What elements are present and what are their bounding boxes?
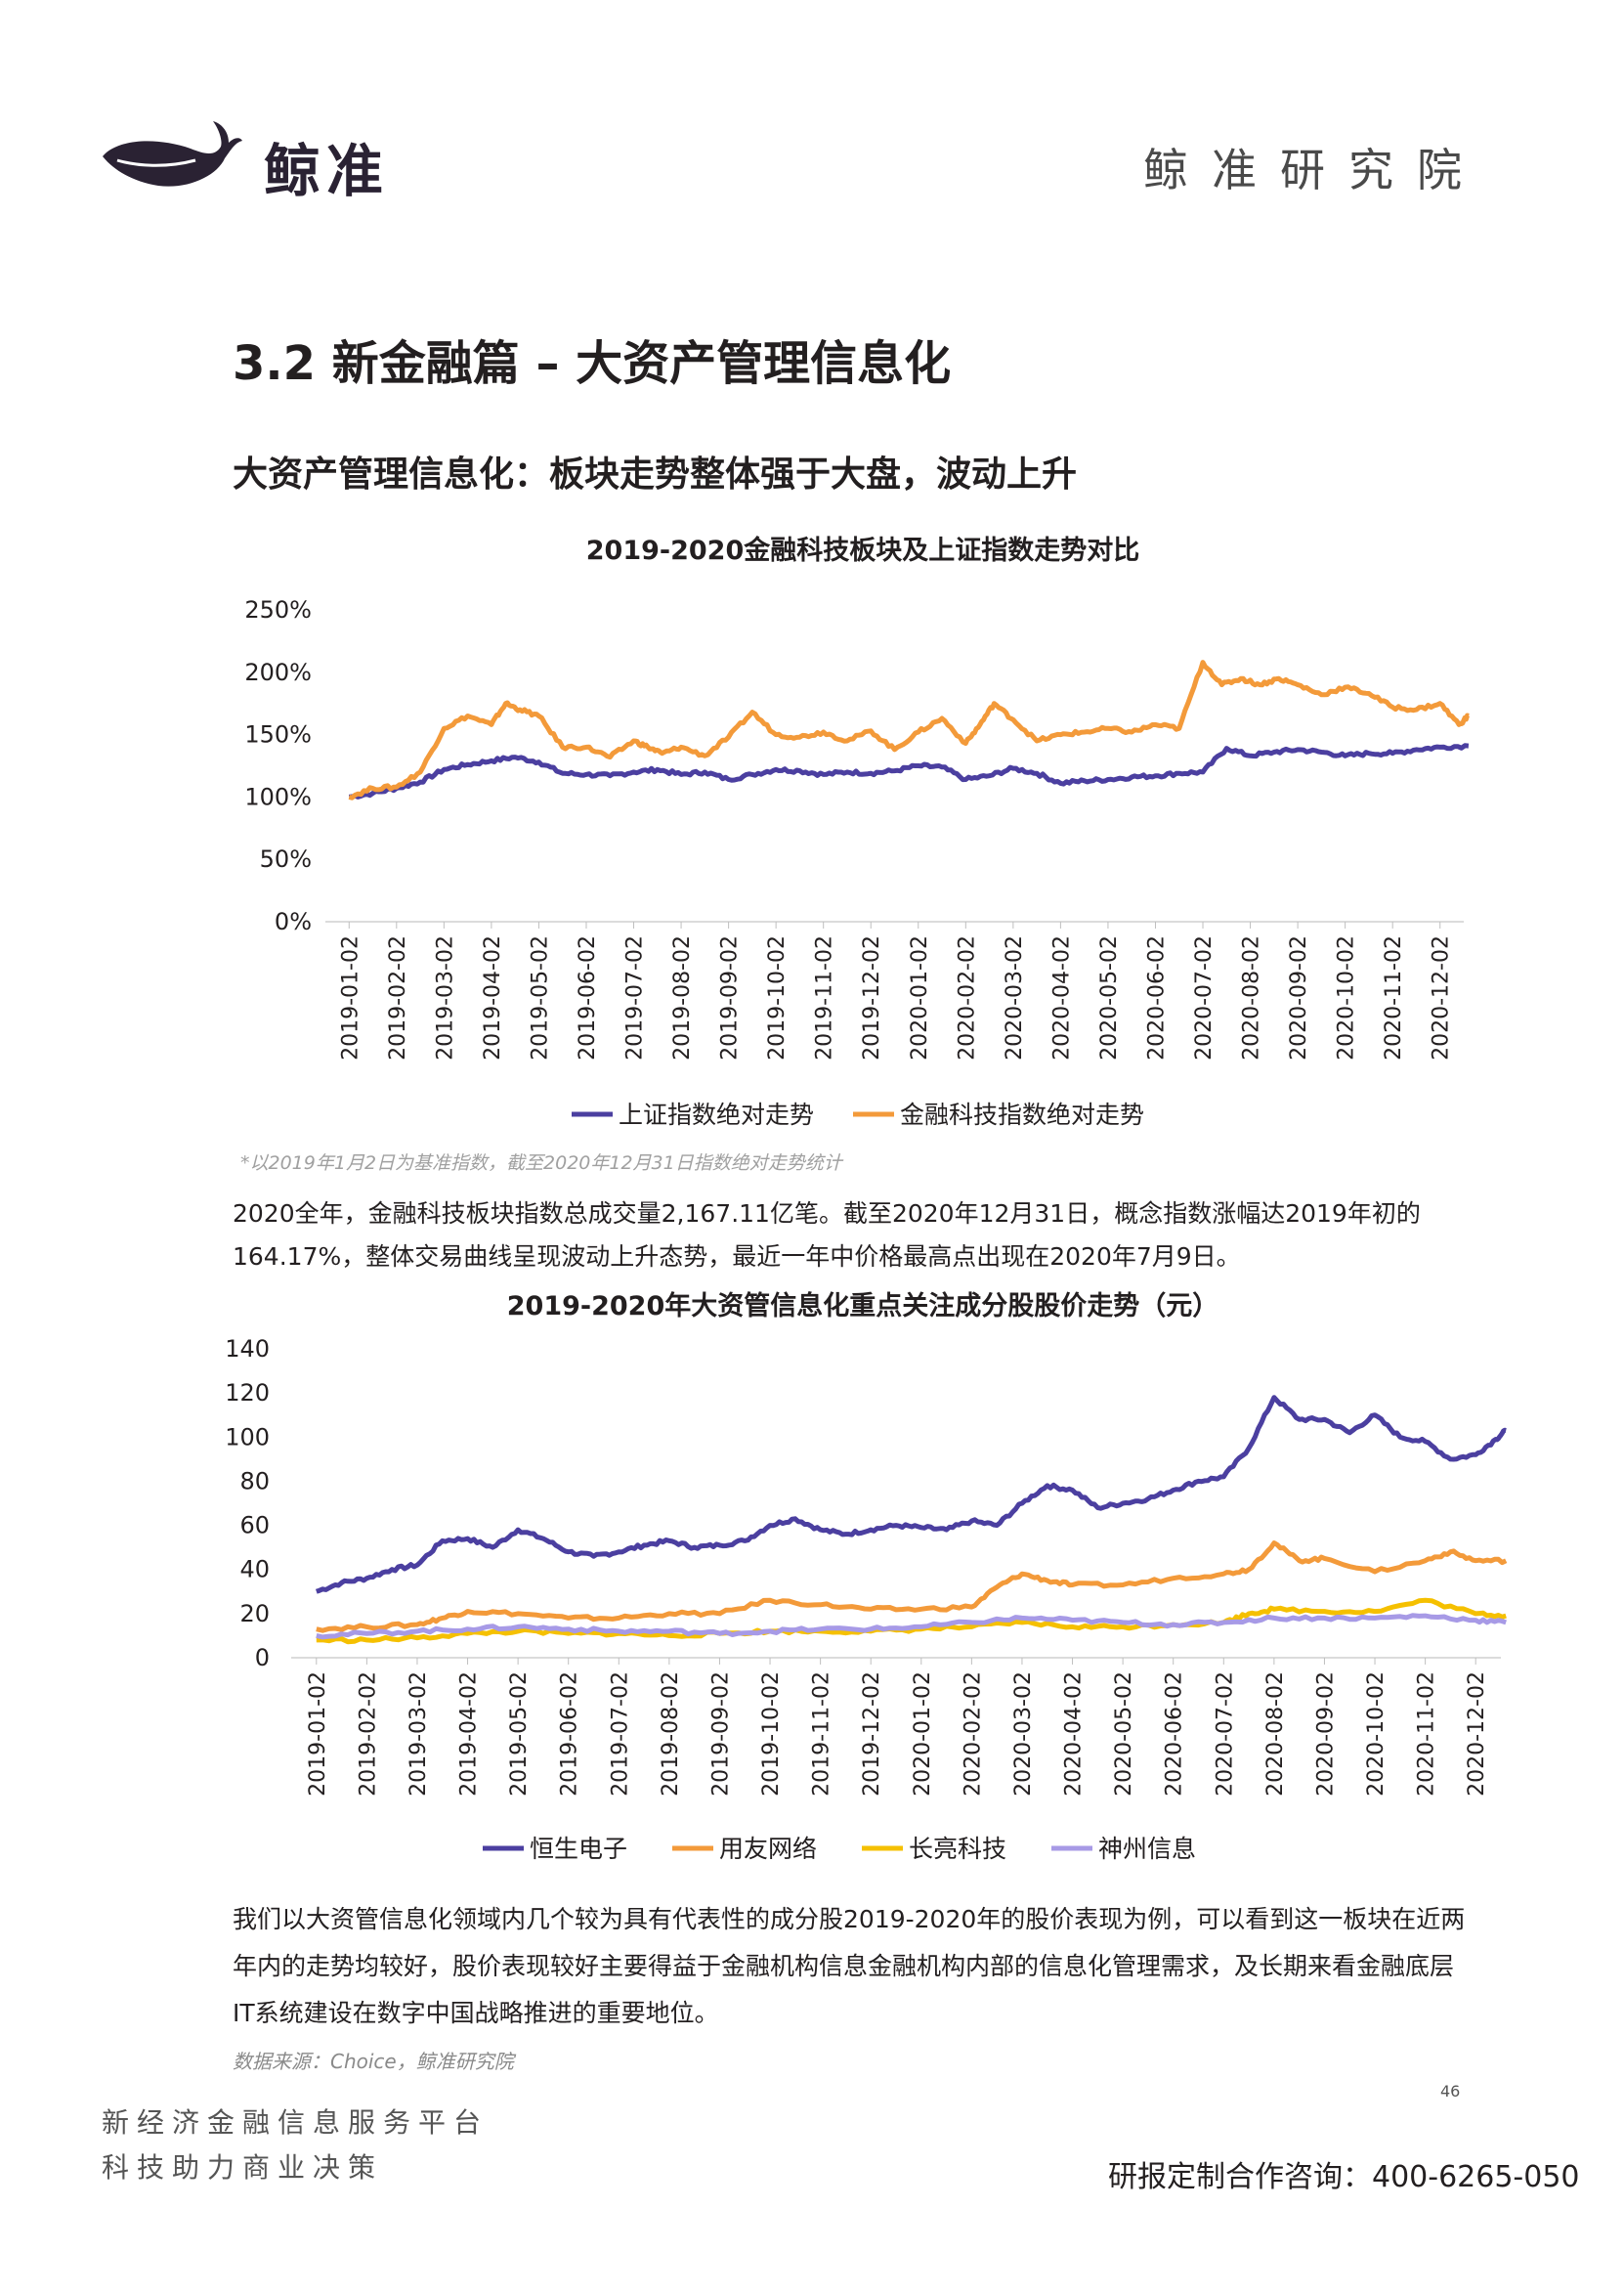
x-tick-label: 2019-06-02 <box>576 935 600 1061</box>
y-tick-label: 80 <box>239 1467 270 1494</box>
y-tick-label: 120 <box>225 1379 270 1407</box>
header-org-name: 鲸准研究院 <box>1143 144 1485 196</box>
x-tick-label: 2019-01-02 <box>338 935 363 1061</box>
x-tick-label: 2020-12-02 <box>1430 935 1454 1061</box>
series-line <box>348 743 1470 800</box>
x-tick-label: 2019-09-02 <box>718 935 743 1061</box>
page-number: 46 <box>1440 2082 1461 2100</box>
section-title: 3.2 新金融篇 – 大资产管理信息化 <box>233 336 952 391</box>
x-tick-label: 2020-10-02 <box>1335 935 1359 1061</box>
footer-slogan-line-1: 新经济金融信息服务平台 <box>102 2106 490 2139</box>
footer-slogan-line-2: 科技助力商业决策 <box>102 2151 384 2184</box>
x-tick-label: 2020-10-02 <box>1364 1671 1389 1797</box>
x-tick-label: 2020-02-02 <box>961 1671 985 1797</box>
y-tick-label: 0% <box>275 908 312 935</box>
x-tick-label: 2019-12-02 <box>860 935 884 1061</box>
x-tick-label: 2020-02-02 <box>955 935 979 1061</box>
legend-label: 上证指数绝对走势 <box>619 1101 814 1129</box>
x-tick-label: 2019-10-02 <box>765 935 790 1061</box>
x-tick-label: 2020-08-02 <box>1263 1671 1288 1797</box>
x-tick-label: 2019-07-02 <box>623 935 648 1061</box>
chart-title: 2019-2020年大资管信息化重点关注成分股股价走势（元） <box>507 1290 1219 1321</box>
chart-title: 2019-2020金融科技板块及上证指数走势对比 <box>586 535 1140 566</box>
x-tick-label: 2019-04-02 <box>457 1671 482 1797</box>
x-tick-label: 2020-07-02 <box>1192 935 1217 1061</box>
x-tick-label: 2019-08-02 <box>659 1671 683 1797</box>
x-tick-label: 2020-03-02 <box>1011 1671 1036 1797</box>
paragraph-2: 我们以大资管信息化领域内几个较为具有代表性的成分股2019-2020年的股价表现… <box>233 1905 1466 2027</box>
logo-text: 鲸准 <box>264 138 390 204</box>
x-tick-label: 2019-12-02 <box>860 1671 884 1797</box>
legend-label: 神州信息 <box>1098 1835 1196 1863</box>
series-line <box>316 1540 1508 1633</box>
whale-logo-icon <box>103 121 242 187</box>
y-tick-label: 60 <box>239 1512 270 1539</box>
x-tick-label: 2020-09-02 <box>1287 935 1311 1061</box>
y-tick-label: 50% <box>260 845 312 873</box>
x-tick-label: 2020-01-02 <box>911 1671 935 1797</box>
y-tick-label: 100 <box>225 1423 270 1451</box>
x-tick-label: 2019-07-02 <box>608 1671 632 1797</box>
series-line <box>315 1395 1508 1594</box>
x-tick-label: 2020-06-02 <box>1163 1671 1187 1797</box>
x-tick-label: 2020-12-02 <box>1465 1671 1489 1797</box>
x-tick-label: 2020-07-02 <box>1213 1671 1237 1797</box>
x-tick-label: 2020-11-02 <box>1382 935 1406 1061</box>
x-tick-label: 2019-09-02 <box>708 1671 733 1797</box>
legend-label: 长亮科技 <box>909 1835 1006 1863</box>
x-tick-label: 2020-06-02 <box>1144 935 1169 1061</box>
series-line <box>348 660 1471 801</box>
x-tick-label: 2019-10-02 <box>759 1671 784 1797</box>
slide-title: 大资产管理信息化：板块走势整体强于大盘，波动上升 <box>233 455 1078 495</box>
x-tick-label: 2019-03-02 <box>406 1671 431 1797</box>
x-tick-label: 2019-06-02 <box>558 1671 582 1797</box>
x-tick-label: 2020-05-02 <box>1112 1671 1136 1797</box>
y-tick-label: 250% <box>244 596 312 624</box>
y-tick-label: 200% <box>244 659 312 686</box>
y-tick-label: 100% <box>244 783 312 810</box>
x-tick-label: 2020-11-02 <box>1415 1671 1439 1797</box>
footer-contact: 研报定制合作咨询：400-6265-050 <box>1108 2160 1580 2194</box>
chart-1: 2019-2020金融科技板块及上证指数走势对比 0% 50% 100% 150% 200… <box>244 535 1471 1129</box>
x-tick-label: 2020-08-02 <box>1240 935 1264 1061</box>
legend-label: 金融科技指数绝对走势 <box>900 1101 1144 1129</box>
y-tick-label: 40 <box>239 1556 270 1583</box>
x-tick-label: 2019-05-02 <box>528 935 552 1061</box>
x-tick-label: 2019-04-02 <box>481 935 505 1061</box>
x-tick-label: 2019-05-02 <box>507 1671 532 1797</box>
data-source: 数据来源：Choice，鲸准研究院 <box>233 2050 514 2073</box>
x-tick-label: 2019-03-02 <box>433 935 457 1061</box>
x-tick-label: 2019-11-02 <box>810 1671 834 1797</box>
x-tick-label: 2020-03-02 <box>1003 935 1027 1061</box>
x-tick-label: 2019-01-02 <box>306 1671 330 1797</box>
x-tick-label: 2019-02-02 <box>356 1671 380 1797</box>
y-tick-label: 20 <box>239 1600 270 1627</box>
x-tick-label: 2019-08-02 <box>670 935 695 1061</box>
x-tick-label: 2020-04-02 <box>1062 1671 1087 1797</box>
legend-label: 恒生电子 <box>530 1835 627 1863</box>
series-line <box>316 1613 1507 1640</box>
y-tick-label: 0 <box>255 1644 270 1671</box>
chart-2: 2019-2020年大资管信息化重点关注成分股股价走势（元） 0 20 40 60 80 1… <box>225 1290 1508 1863</box>
chart-1-note: *以2019年1月2日为基准指数，截至2020年12月31日指数绝对走势统计 <box>240 1152 842 1174</box>
y-tick-label: 140 <box>225 1335 270 1363</box>
legend-label: 用友网络 <box>719 1835 817 1863</box>
x-tick-label: 2019-02-02 <box>386 935 410 1061</box>
x-tick-label: 2020-04-02 <box>1049 935 1074 1061</box>
x-tick-label: 2020-05-02 <box>1097 935 1122 1061</box>
y-tick-label: 150% <box>244 721 312 749</box>
paragraph-1: 2020全年，金融科技板块指数总成交量2,167.11亿笔。截至2020年12月… <box>233 1199 1421 1271</box>
x-tick-label: 2020-01-02 <box>908 935 932 1061</box>
x-tick-label: 2020-09-02 <box>1313 1671 1338 1797</box>
x-tick-label: 2019-11-02 <box>813 935 837 1061</box>
